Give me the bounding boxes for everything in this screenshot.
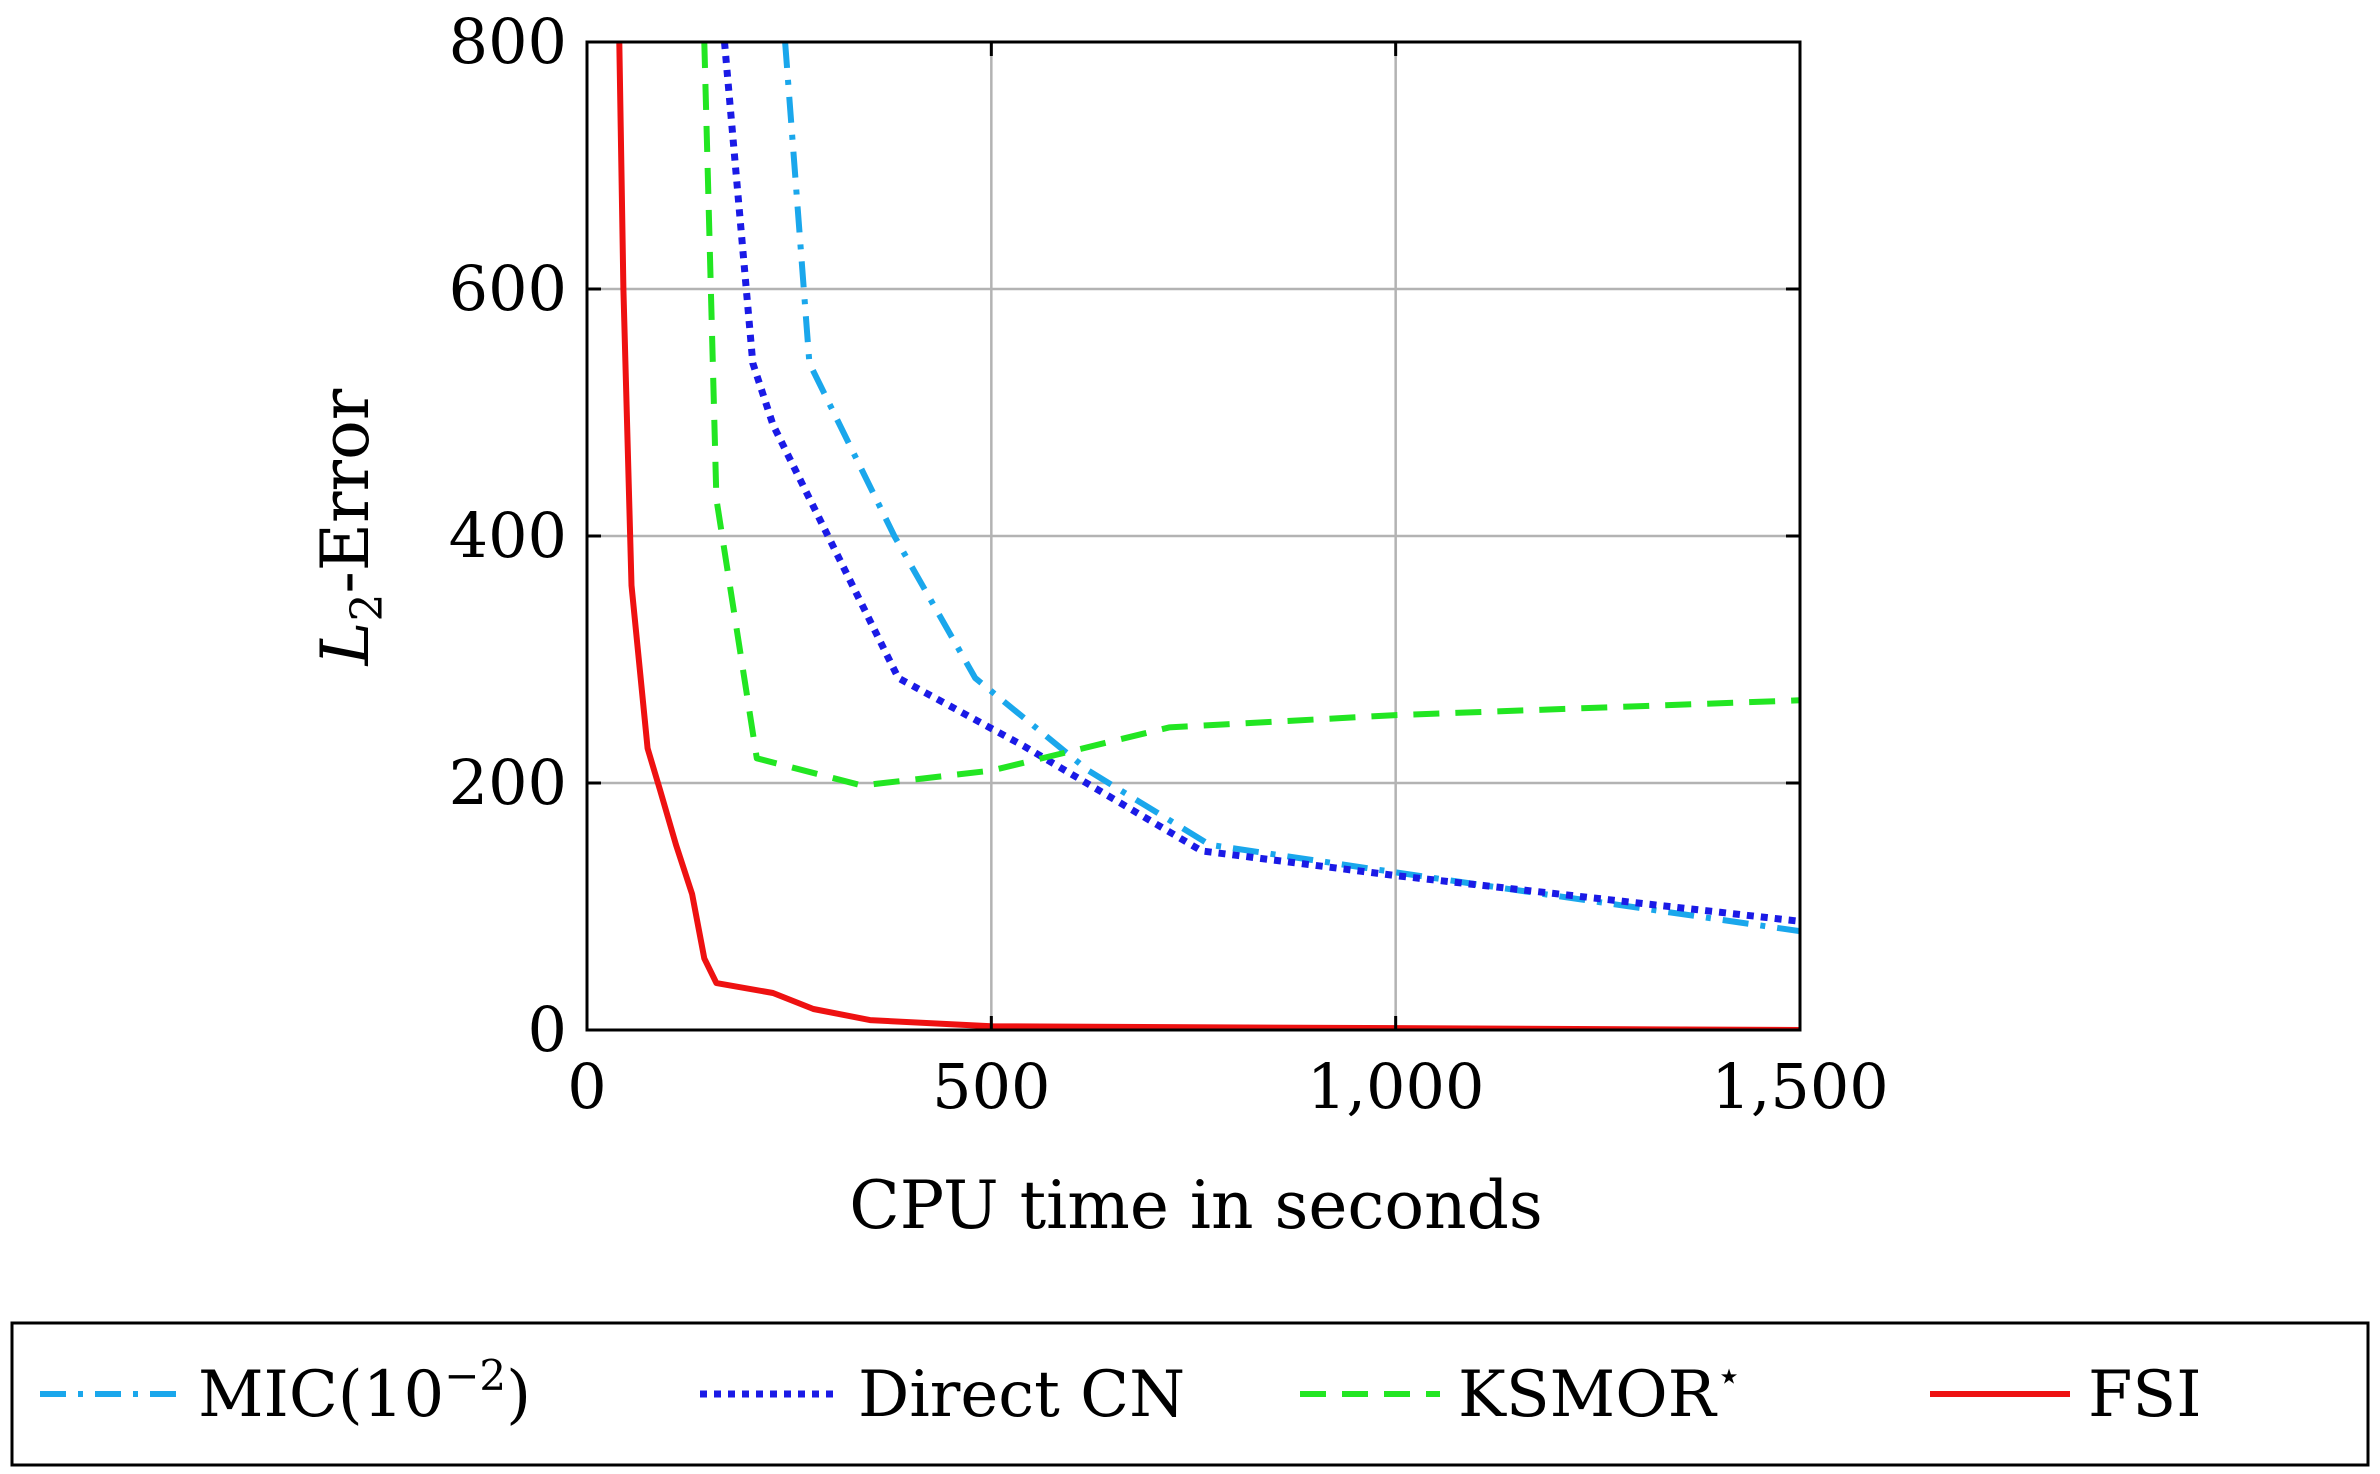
y-axis-label-sub: 2 xyxy=(342,594,393,622)
axis-ticks: 0 500 1,000 1,500 0 200 400 600 800 xyxy=(449,5,1889,1123)
x-axis-label: CPU time in seconds xyxy=(849,1167,1542,1244)
legend: MIC(10−2) Direct CN KSMOR⋆ FSI xyxy=(40,1351,2202,1432)
legend-label: KSMOR⋆ xyxy=(1458,1351,1742,1432)
series-line-ksmor xyxy=(701,42,1800,789)
legend-label: FSI xyxy=(2088,1358,2202,1432)
y-axis-label: L2-Error xyxy=(307,388,393,666)
legend-label: MIC(10−2) xyxy=(198,1351,531,1432)
series-lines xyxy=(616,42,1800,1030)
series-line-direct-cn xyxy=(721,42,1800,925)
y-tick-label: 400 xyxy=(449,499,567,572)
y-axis-label-rest: -Error xyxy=(307,388,384,593)
legend-item-mic-10-2: MIC(10−2) xyxy=(40,1351,531,1432)
y-tick-label: 200 xyxy=(449,746,567,819)
x-tick-label: 500 xyxy=(932,1050,1050,1123)
legend-label: Direct CN xyxy=(858,1358,1185,1432)
legend-item-ksmor: KSMOR⋆ xyxy=(1300,1351,1742,1432)
series-line-mic-10-2 xyxy=(782,42,1800,935)
legend-item-direct-cn: Direct CN xyxy=(700,1358,1185,1432)
x-tick-label: 0 xyxy=(567,1050,606,1123)
y-tick-label: 600 xyxy=(449,252,567,325)
svg-text:L2-Error: L2-Error xyxy=(307,388,393,666)
grid-lines xyxy=(587,42,1800,1030)
y-tick-label: 0 xyxy=(528,993,567,1066)
y-tick-label: 800 xyxy=(449,5,567,78)
legend-item-fsi: FSI xyxy=(1930,1358,2202,1432)
y-axis-label-base: L xyxy=(307,622,384,667)
series-line-fsi xyxy=(616,42,1800,1030)
x-tick-label: 1,000 xyxy=(1307,1050,1485,1123)
x-tick-label: 1,500 xyxy=(1711,1050,1889,1123)
